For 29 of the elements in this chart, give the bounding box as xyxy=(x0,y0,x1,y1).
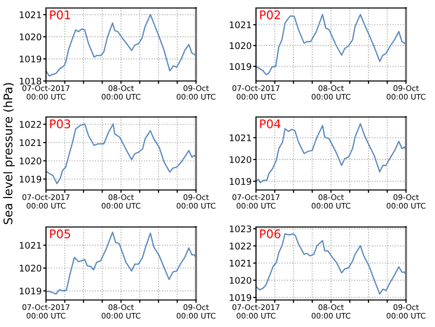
y-tick-label: 1020 xyxy=(230,276,252,284)
y-tick-label: 1021 xyxy=(230,21,251,28)
y-tick-label: 1020 xyxy=(20,264,42,272)
chart-title: P03 xyxy=(50,119,70,128)
chart-title: P05 xyxy=(50,229,70,238)
y-tick-label: 1019 xyxy=(20,56,42,62)
chart-title: P06 xyxy=(260,229,280,238)
y-tick-label: 1020 xyxy=(230,156,252,164)
y-tick-label: 1021 xyxy=(20,139,41,146)
chart-title: P01 xyxy=(50,10,70,20)
chart-title: P02 xyxy=(260,10,280,20)
y-tick-label: 1021 xyxy=(20,11,41,18)
y-tick-label: 1019 xyxy=(230,63,252,70)
y-tick-label: 1021 xyxy=(230,134,251,142)
y-tick-label: 1020 xyxy=(230,42,252,50)
y-tick-label: 1023 xyxy=(230,225,252,232)
y-tick-label: 1022 xyxy=(230,242,251,250)
y-tick-label: 1020 xyxy=(20,158,42,164)
y-tick-label: 1022 xyxy=(20,121,41,128)
y-tick-label: 1019 xyxy=(230,294,252,301)
y-tick-label: 1021 xyxy=(230,260,251,267)
y-tick-label: 1021 xyxy=(20,242,41,249)
y-tick-label: 1018 xyxy=(20,78,42,85)
y-tick-label: 1019 xyxy=(20,288,42,294)
chart-title: P04 xyxy=(260,119,280,128)
y-tick-label: 1020 xyxy=(20,33,42,40)
y-tick-label: 1019 xyxy=(230,178,252,185)
y-tick-label: 1019 xyxy=(20,176,42,183)
y-axis-title: Sea level pressure (hPa) xyxy=(3,83,15,224)
